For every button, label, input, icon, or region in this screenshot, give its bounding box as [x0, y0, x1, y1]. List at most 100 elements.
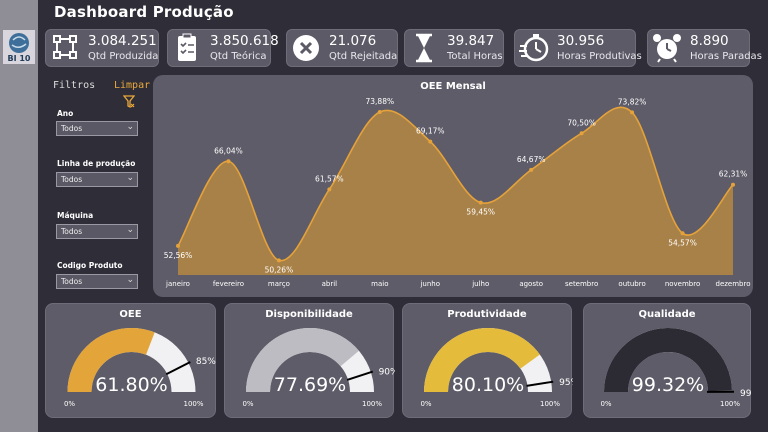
kpi-card-qtd-produzida: 3.084.251 Qtd Produzida [45, 29, 159, 67]
data-point [680, 231, 685, 236]
reject-x-icon [293, 35, 319, 61]
series-line [177, 106, 734, 262]
gauge-value-label: 77.69% [274, 374, 346, 396]
x-tick-label: agosto [519, 280, 543, 288]
chevron-down-icon: ⌄ [126, 173, 134, 183]
chevron-down-icon: ⌄ [126, 122, 134, 132]
kpi-label: Horas Paradas [690, 51, 762, 62]
data-point [478, 200, 483, 205]
kpi-label: Total Horas [447, 51, 503, 62]
filter-select-ano[interactable]: Todos ⌄ [56, 121, 138, 136]
gauge-card-produtividade: Produtividade 95% 80.10% 0% 100% [402, 303, 580, 418]
gauge-target-label: 90% [379, 367, 395, 377]
kpi-card-qtd-rejeitada: 21.076 Qtd Rejeitada [286, 29, 398, 67]
bi10-logo: BI 10 [3, 30, 35, 64]
filter-label-ano: Ano [57, 109, 74, 118]
gauge-card-disponibilidade: Disponibilidade 90% 77.69% 0% 100% [224, 303, 399, 418]
area-fill [178, 107, 733, 275]
data-point [630, 110, 635, 115]
chart-title: OEE Mensal [420, 81, 486, 92]
x-tick-label: janeiro [165, 280, 190, 288]
gauge-value-arc [424, 328, 540, 392]
kpi-card-horas-paradas: 8.890 Horas Paradas [647, 29, 762, 67]
gauge-card-oee: OEE 85% 61.80% 0% 100% [45, 303, 216, 418]
clear-filters-button[interactable]: Limpar [114, 80, 151, 91]
gauge-target-label: 99,9% [740, 389, 752, 399]
main-area: Dashboard Produção 3.084.251 Qtd Produzi… [38, 0, 768, 432]
gauge-min-label: 0% [420, 400, 431, 408]
x-tick-label: dezembro [716, 280, 751, 288]
data-label: 61,57% [315, 174, 344, 183]
filter-value: Todos [61, 175, 83, 184]
gauge-max-label: 100% [720, 400, 740, 408]
gauge-target-marker [165, 361, 191, 376]
oee-gauge: 85% 61.80% 0% 100% [64, 328, 216, 408]
kpi-card-qtd-teorica: 3.850.618 Qtd Teórica [167, 29, 279, 67]
data-point [529, 167, 534, 172]
gauge-value-arc [246, 328, 359, 392]
x-tick-label: março [268, 280, 290, 288]
filter-label-maquina: Máquina [57, 211, 94, 220]
gauge-target-marker [526, 380, 554, 387]
gauge-title: OEE [119, 309, 142, 320]
data-point [176, 243, 180, 248]
disponibilidade-gauge: 90% 77.69% 0% 100% [242, 328, 399, 408]
stopwatch-icon [519, 34, 549, 62]
clipboard-checklist-icon [178, 33, 196, 61]
data-point [226, 159, 231, 164]
x-tick-label: abril [322, 280, 338, 288]
x-tick-label: junho [419, 280, 440, 288]
filter-label-codigo: Codigo Produto [57, 261, 123, 270]
filter-value: Todos [61, 227, 83, 236]
gauge-max-label: 100% [183, 400, 203, 408]
filters-panel: Filtros Limpar Ano Todos ⌄ Linha de produ… [38, 75, 150, 297]
gauge-min-label: 0% [64, 400, 75, 408]
production-flow-icon [53, 35, 77, 59]
gauge-value-label: 80.10% [452, 374, 524, 396]
oee-mensal-card: OEE Mensal 52,56% janeiro 66,04% fevereiro 5… [153, 75, 753, 297]
gauge-max-label: 100% [362, 400, 382, 408]
kpi-value: 3.084.251 [88, 33, 157, 49]
kpi-value: 8.890 [690, 33, 729, 49]
filter-select-codigo[interactable]: Todos ⌄ [56, 274, 138, 289]
clear-filter-icon[interactable] [123, 95, 135, 109]
kpi-value: 3.850.618 [210, 33, 279, 49]
gauge-max-label: 100% [540, 400, 560, 408]
data-label: 73,88% [366, 97, 395, 106]
filter-select-linha[interactable]: Todos ⌄ [56, 172, 138, 187]
oee-mensal-chart: OEE Mensal 52,56% janeiro 66,04% fevereiro 5… [164, 81, 751, 288]
gauge-value-label: 99.32% [632, 374, 704, 396]
kpi-label: Qtd Teórica [210, 51, 267, 62]
data-point [731, 182, 735, 187]
data-label: 70,50% [567, 118, 596, 127]
logo-text: BI 10 [8, 54, 31, 63]
kpi-value: 30.956 [557, 33, 605, 49]
data-label: 54,57% [668, 238, 697, 247]
gauge-card-qualidade: Qualidade 99,9% 99.32% 0% 100% [583, 303, 768, 418]
gauge-title: Qualidade [638, 309, 696, 320]
filter-label-linha: Linha de produção [57, 159, 136, 168]
chevron-down-icon: ⌄ [126, 275, 134, 285]
kpi-card-horas-produtivas: 30.956 Horas Produtivas [514, 29, 642, 67]
data-point [579, 131, 584, 136]
x-tick-label: setembro [565, 280, 598, 288]
x-tick-label: fevereiro [213, 280, 244, 288]
kpi-card-total-horas: 39.847 Total Horas [404, 29, 504, 67]
kpi-value: 21.076 [329, 33, 377, 49]
data-point [327, 187, 332, 192]
data-point [428, 139, 433, 144]
data-label: 62,31% [719, 170, 748, 179]
data-label: 73,82% [618, 97, 647, 106]
kpi-label: Qtd Rejeitada [329, 51, 398, 62]
qualidade-gauge: 99,9% 99.32% 0% 100% [600, 327, 768, 408]
data-label: 66,04% [214, 146, 243, 155]
gauge-target-label: 95% [559, 378, 573, 388]
kpi-label: Qtd Produzida [88, 51, 159, 62]
data-label: 64,67% [517, 155, 546, 164]
page-title: Dashboard Produção [54, 3, 234, 21]
filter-value: Todos [61, 277, 83, 286]
x-tick-label: maio [371, 280, 388, 288]
chevron-down-icon: ⌄ [126, 225, 134, 235]
filter-select-maquina[interactable]: Todos ⌄ [56, 224, 138, 239]
x-tick-label: novembro [665, 280, 700, 288]
